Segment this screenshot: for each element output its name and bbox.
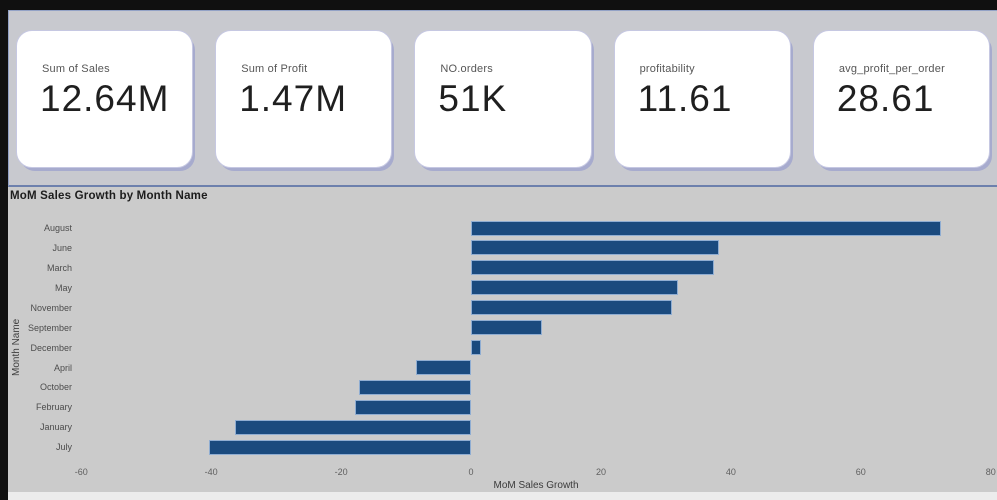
category-label: July xyxy=(55,442,72,453)
chart-row-june: June xyxy=(8,238,997,258)
kpi-card-value: 1.47M xyxy=(239,78,348,119)
kpi-card-sum-of-profit[interactable]: Sum of Profit 1.47M xyxy=(215,30,393,168)
bar-may[interactable] xyxy=(471,280,678,296)
chart-row-may: May xyxy=(8,278,997,298)
x-tick-80: 80 xyxy=(985,467,996,477)
chart-row-august: August xyxy=(8,218,997,238)
bar-chart-visual: MoM Sales Growth by Month Name Month Nam… xyxy=(8,187,997,492)
bar-track xyxy=(78,378,994,398)
category-label: August xyxy=(43,222,72,233)
bar-august[interactable] xyxy=(471,220,942,236)
bar-track xyxy=(78,417,994,437)
chart-row-september: September xyxy=(8,318,997,338)
kpi-card-value: 11.61 xyxy=(637,78,733,119)
bar-track xyxy=(78,258,994,278)
bar-track xyxy=(78,278,994,298)
x-tick-40: 40 xyxy=(725,467,736,477)
bar-track xyxy=(78,437,994,457)
chart-row-november: November xyxy=(8,298,997,318)
category-label: September xyxy=(27,322,72,333)
bar-track xyxy=(78,238,994,258)
x-tick-0: 0 xyxy=(468,467,474,477)
bar-january[interactable] xyxy=(234,419,472,435)
bar-track xyxy=(78,397,994,417)
bar-june[interactable] xyxy=(471,240,720,256)
chart-row-march: March xyxy=(8,258,997,278)
chart-row-october: October xyxy=(8,378,997,398)
kpi-card-value: 51K xyxy=(438,78,508,119)
bar-december[interactable] xyxy=(471,340,482,356)
bar-track xyxy=(78,358,994,378)
category-label: January xyxy=(39,422,72,433)
bar-november[interactable] xyxy=(471,300,672,316)
kpi-cards-row: Sum of Sales 12.64M Sum of Profit 1.47M NO.o… xyxy=(16,30,991,168)
kpi-card-avg-profit-per-order[interactable]: avg_profit_per_order 28.61 xyxy=(812,30,991,168)
bar-october[interactable] xyxy=(359,380,472,395)
category-label: November xyxy=(30,302,72,313)
kpi-card-label: Sum of Profit xyxy=(241,63,308,75)
bottom-strip xyxy=(8,492,997,500)
bar-track xyxy=(78,338,994,358)
bar-september[interactable] xyxy=(471,320,543,336)
bar-track xyxy=(78,298,994,318)
x-axis: -60 -40 -20 0 20 40 60 80 xyxy=(74,467,996,479)
kpi-card-label: NO.orders xyxy=(440,63,493,75)
category-label: March xyxy=(46,262,72,273)
kpi-card-label: avg_profit_per_order xyxy=(838,63,945,75)
bar-july[interactable] xyxy=(208,439,472,455)
kpi-card-sum-of-sales[interactable]: Sum of Sales 12.64M xyxy=(16,30,194,168)
kpi-card-label: profitability xyxy=(639,63,695,75)
bar-march[interactable] xyxy=(471,260,714,276)
x-tick-20: 20 xyxy=(595,467,606,477)
kpi-card-profitability[interactable]: profitability 11.61 xyxy=(613,30,791,168)
chart-row-july: July xyxy=(8,437,997,457)
chart-row-april: April xyxy=(8,358,997,378)
kpi-card-value: 12.64M xyxy=(40,78,170,119)
x-tick--60: -60 xyxy=(74,467,88,477)
x-tick--40: -40 xyxy=(204,467,218,477)
kpi-card-panel: Sum of Sales 12.64M Sum of Profit 1.47M NO.o… xyxy=(8,10,997,187)
kpi-card-value: 28.61 xyxy=(836,78,935,119)
bar-april[interactable] xyxy=(416,360,472,376)
bar-track xyxy=(78,218,994,238)
category-label: June xyxy=(52,242,72,253)
bar-track xyxy=(78,318,994,338)
kpi-card-no-orders[interactable]: NO.orders 51K xyxy=(414,30,592,168)
chart-row-december: December xyxy=(8,338,997,358)
category-label: October xyxy=(39,382,72,393)
chart-title: MoM Sales Growth by Month Name xyxy=(10,190,208,202)
kpi-card-label: Sum of Sales xyxy=(42,63,110,75)
category-label: April xyxy=(53,362,72,373)
x-tick--20: -20 xyxy=(334,467,348,477)
category-label: December xyxy=(30,342,72,353)
chart-row-february: February xyxy=(8,397,997,417)
x-axis-title: MoM Sales Growth xyxy=(493,480,579,491)
x-tick-60: 60 xyxy=(855,467,866,477)
category-label: February xyxy=(35,402,72,413)
category-label: May xyxy=(54,282,72,293)
chart-plot-area: August June March May November September Decem… xyxy=(8,218,997,457)
bar-february[interactable] xyxy=(354,399,472,415)
chart-row-january: January xyxy=(8,417,997,437)
